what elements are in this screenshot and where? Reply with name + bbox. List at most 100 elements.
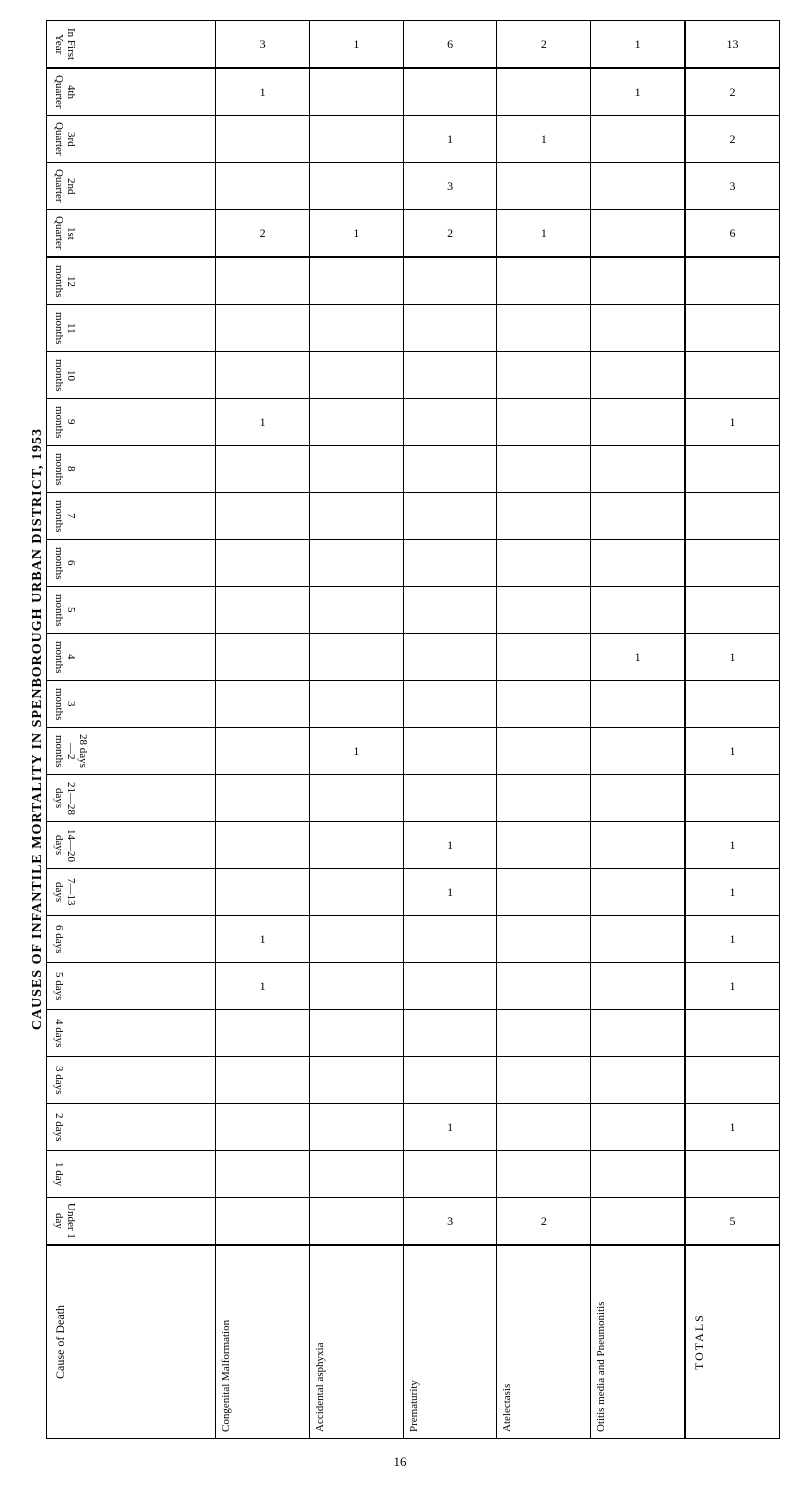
data-cell bbox=[216, 1104, 310, 1151]
data-cell bbox=[309, 352, 403, 399]
data-cell bbox=[309, 540, 403, 587]
column-header: Congenital Malformation bbox=[216, 1245, 310, 1439]
data-cell bbox=[216, 869, 310, 916]
data-cell bbox=[216, 116, 310, 163]
data-cell bbox=[497, 1010, 591, 1057]
row-label: 12 months bbox=[47, 257, 216, 305]
row-label: 8 months bbox=[47, 446, 216, 493]
data-cell bbox=[403, 916, 497, 963]
data-cell bbox=[497, 1151, 591, 1198]
data-cell: 1 bbox=[403, 1104, 497, 1151]
total-cell: 3 bbox=[685, 163, 779, 210]
data-cell bbox=[591, 493, 685, 540]
data-cell bbox=[591, 963, 685, 1010]
data-cell bbox=[591, 1151, 685, 1198]
table-row: 10 months bbox=[47, 352, 780, 399]
data-cell bbox=[591, 305, 685, 352]
data-cell bbox=[497, 1057, 591, 1104]
row-label: In First Year bbox=[47, 21, 216, 69]
page-wrapper: CAUSES OF INFANTILE MORTALITY IN SPENBOR… bbox=[20, 20, 780, 1439]
row-label: 1 day bbox=[47, 1151, 216, 1198]
data-cell bbox=[309, 68, 403, 116]
data-cell bbox=[591, 1104, 685, 1151]
table-body: In First Year31621134th Quarter1123rd Qu… bbox=[47, 21, 780, 1246]
data-cell bbox=[591, 446, 685, 493]
total-cell: 1 bbox=[685, 869, 779, 916]
data-cell: 1 bbox=[216, 963, 310, 1010]
data-cell bbox=[591, 822, 685, 869]
data-cell bbox=[309, 116, 403, 163]
row-label: 3rd Quarter bbox=[47, 116, 216, 163]
row-label: 2nd Quarter bbox=[47, 163, 216, 210]
data-cell bbox=[216, 822, 310, 869]
data-cell bbox=[591, 869, 685, 916]
data-cell bbox=[497, 540, 591, 587]
data-cell: 1 bbox=[216, 399, 310, 446]
data-cell bbox=[309, 1057, 403, 1104]
data-cell bbox=[403, 399, 497, 446]
table-row: 2 days11 bbox=[47, 1104, 780, 1151]
table-row: 28 days—2 months11 bbox=[47, 728, 780, 775]
total-cell: 2 bbox=[685, 68, 779, 116]
data-cell bbox=[216, 305, 310, 352]
header-row: Cause of Death Congenital Malformation A… bbox=[47, 1245, 780, 1439]
table-row: 1st Quarter21216 bbox=[47, 210, 780, 258]
data-cell bbox=[497, 68, 591, 116]
column-header: Accidental asphyxia bbox=[309, 1245, 403, 1439]
data-cell bbox=[591, 728, 685, 775]
total-cell: 1 bbox=[685, 399, 779, 446]
data-cell bbox=[403, 775, 497, 822]
data-cell bbox=[497, 963, 591, 1010]
data-cell: 6 bbox=[403, 21, 497, 69]
table-row: In First Year3162113 bbox=[47, 21, 780, 69]
data-cell bbox=[591, 1010, 685, 1057]
total-cell: 1 bbox=[685, 916, 779, 963]
total-cell bbox=[685, 775, 779, 822]
data-cell bbox=[309, 775, 403, 822]
data-cell bbox=[497, 446, 591, 493]
total-cell bbox=[685, 587, 779, 634]
data-cell bbox=[309, 634, 403, 681]
data-cell bbox=[497, 869, 591, 916]
table-row: 1 day bbox=[47, 1151, 780, 1198]
data-cell: 1 bbox=[403, 822, 497, 869]
data-cell bbox=[309, 305, 403, 352]
data-cell bbox=[309, 163, 403, 210]
data-cell bbox=[403, 681, 497, 728]
total-cell bbox=[685, 1010, 779, 1057]
data-cell bbox=[497, 916, 591, 963]
total-cell: 2 bbox=[685, 116, 779, 163]
data-cell bbox=[403, 1010, 497, 1057]
data-cell: 1 bbox=[216, 916, 310, 963]
data-cell bbox=[497, 352, 591, 399]
table-row: 11 months bbox=[47, 305, 780, 352]
page-number: 16 bbox=[20, 1454, 780, 1470]
table-row: 3 months bbox=[47, 681, 780, 728]
table-row: 12 months bbox=[47, 257, 780, 305]
table-row: 9 months11 bbox=[47, 399, 780, 446]
data-cell bbox=[309, 446, 403, 493]
total-cell bbox=[685, 681, 779, 728]
data-cell bbox=[591, 210, 685, 258]
total-cell: 1 bbox=[685, 1104, 779, 1151]
data-cell bbox=[216, 1057, 310, 1104]
data-cell: 1 bbox=[309, 21, 403, 69]
row-label: 9 months bbox=[47, 399, 216, 446]
data-cell: 1 bbox=[497, 210, 591, 258]
table-row: 7 months bbox=[47, 493, 780, 540]
table-row: 2nd Quarter33 bbox=[47, 163, 780, 210]
table-row: 5 days11 bbox=[47, 963, 780, 1010]
data-cell bbox=[403, 1151, 497, 1198]
data-cell bbox=[497, 163, 591, 210]
data-cell bbox=[591, 916, 685, 963]
data-cell: 1 bbox=[216, 68, 310, 116]
data-cell bbox=[216, 446, 310, 493]
data-cell bbox=[403, 446, 497, 493]
data-cell bbox=[403, 634, 497, 681]
total-cell bbox=[685, 352, 779, 399]
table-row: 4 days bbox=[47, 1010, 780, 1057]
data-cell bbox=[497, 822, 591, 869]
data-cell bbox=[309, 399, 403, 446]
data-cell: 1 bbox=[309, 210, 403, 258]
total-cell: 13 bbox=[685, 21, 779, 69]
